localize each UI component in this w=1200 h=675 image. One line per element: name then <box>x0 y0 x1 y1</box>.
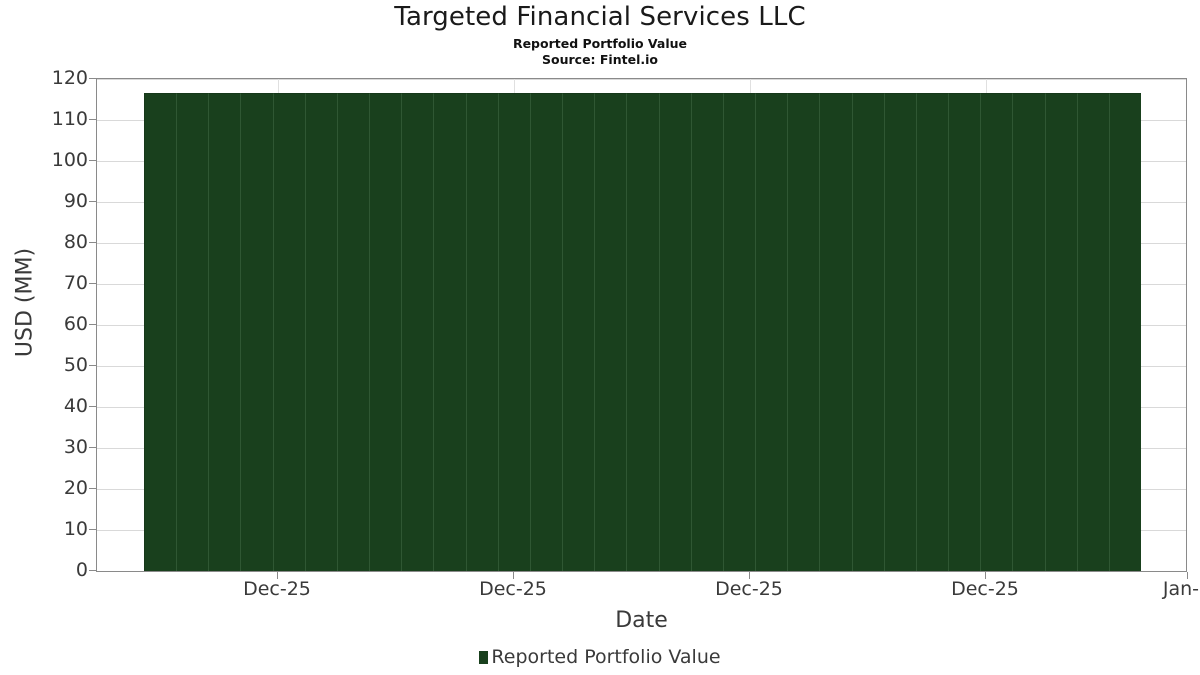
bar[interactable] <box>883 92 916 571</box>
bar[interactable] <box>369 92 402 571</box>
bar[interactable] <box>1076 92 1109 571</box>
bar[interactable] <box>529 92 563 571</box>
bar[interactable] <box>433 92 466 571</box>
bar[interactable] <box>690 92 723 571</box>
chart-subtitle: Reported Portfolio Value <box>512 36 688 51</box>
y-axis-tick-label: 70 <box>63 272 88 294</box>
gridline-horizontal <box>97 571 1186 572</box>
y-axis-tick-label: 40 <box>63 395 88 417</box>
bar[interactable] <box>144 92 177 571</box>
chart-legend: Reported Portfolio Value <box>0 646 1200 668</box>
x-axis-tick-label: Dec-25 <box>479 578 547 600</box>
bar[interactable] <box>465 92 498 571</box>
bar[interactable] <box>948 92 981 571</box>
y-axis-tick-label: 10 <box>63 518 88 540</box>
y-axis-tick-mark <box>89 529 96 530</box>
y-axis-tick-mark <box>89 447 96 448</box>
legend-swatch-icon <box>479 650 489 664</box>
x-axis-tick-label: Dec-25 <box>243 578 311 600</box>
bar[interactable] <box>272 92 305 571</box>
bar[interactable] <box>1012 92 1045 571</box>
bar-series-reported-portfolio-value <box>97 79 1186 571</box>
y-axis-tick-mark <box>89 365 96 366</box>
plot-area <box>96 78 1187 572</box>
x-axis-tick-mark <box>513 572 514 579</box>
bar[interactable] <box>1044 92 1077 571</box>
y-axis-tick-mark <box>89 78 96 79</box>
y-axis-tick-label: 20 <box>63 477 88 499</box>
bar[interactable] <box>755 92 788 571</box>
bar[interactable] <box>722 92 756 571</box>
bar[interactable] <box>240 92 273 571</box>
y-axis-tick-label: 110 <box>51 108 88 130</box>
y-axis-tick-mark <box>89 119 96 120</box>
gridline-horizontal <box>97 79 1186 80</box>
y-axis-tick-mark <box>89 406 96 407</box>
y-axis-tick-mark <box>89 570 96 571</box>
bar[interactable] <box>562 92 595 571</box>
bar[interactable] <box>497 92 530 571</box>
bar[interactable] <box>980 92 1013 571</box>
x-axis-tick-mark <box>277 572 278 579</box>
y-axis-title: USD (MM) <box>12 247 38 358</box>
chart-source: Source: Fintel.io <box>542 52 658 67</box>
bar[interactable] <box>208 92 241 571</box>
legend-item[interactable]: Reported Portfolio Value <box>479 646 721 668</box>
y-axis-tick-mark <box>89 283 96 284</box>
y-axis-tick-mark <box>89 488 96 489</box>
bar[interactable] <box>304 92 337 571</box>
y-axis-tick-mark <box>89 324 96 325</box>
bar[interactable] <box>915 92 949 571</box>
y-axis-tick-mark <box>89 242 96 243</box>
chart-title: Targeted Financial Services LLC <box>394 2 806 32</box>
y-axis-tick-label: 30 <box>63 436 88 458</box>
bar[interactable] <box>401 92 434 571</box>
x-axis-tick-mark <box>749 572 750 579</box>
bar[interactable] <box>1108 92 1141 571</box>
bar[interactable] <box>626 92 659 571</box>
y-axis-tick-mark <box>89 160 96 161</box>
x-axis-tick-mark <box>985 572 986 579</box>
y-axis-tick-label: 90 <box>63 190 88 212</box>
x-axis-title: Date <box>615 608 668 633</box>
bar[interactable] <box>176 92 209 571</box>
legend-item-label: Reported Portfolio Value <box>491 646 721 668</box>
y-axis-tick-label: 50 <box>63 354 88 376</box>
bar[interactable] <box>819 92 852 571</box>
y-axis-tick-label: 60 <box>63 313 88 335</box>
x-axis-tick-label: Dec-25 <box>951 578 1019 600</box>
y-axis-tick-label: 100 <box>51 149 88 171</box>
bar[interactable] <box>851 92 884 571</box>
y-axis-tick-label: 120 <box>51 67 88 89</box>
bar[interactable] <box>658 92 691 571</box>
x-axis-tick-label: Jan-2 <box>1162 578 1200 600</box>
x-axis-tick-mark <box>1187 572 1188 579</box>
bar[interactable] <box>594 92 627 571</box>
bar[interactable] <box>787 92 820 571</box>
y-axis-tick-label: 80 <box>63 231 88 253</box>
y-axis-tick-label: 0 <box>75 559 88 581</box>
x-axis-tick-label: Dec-25 <box>715 578 783 600</box>
bar[interactable] <box>336 92 370 571</box>
y-axis-tick-mark <box>89 201 96 202</box>
